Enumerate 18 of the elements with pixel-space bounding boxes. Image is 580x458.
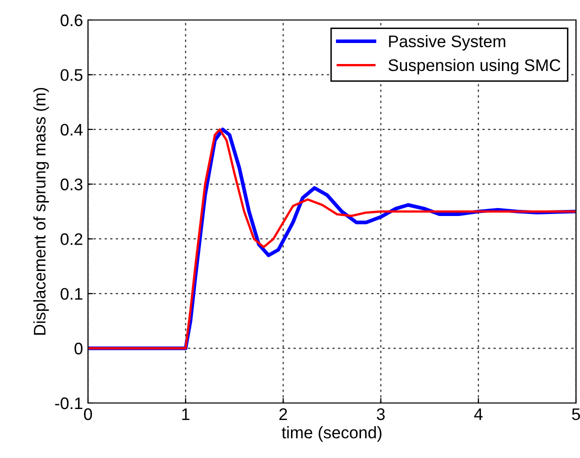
x-tick-label: 5: [572, 408, 580, 420]
x-axis-title: time (second): [282, 426, 382, 442]
y-tick-label: 0.5: [60, 69, 82, 81]
x-tick-label: 2: [279, 408, 287, 420]
x-tick-label: 0: [84, 408, 92, 420]
y-tick-label: 0.1: [60, 288, 82, 300]
y-axis-title: Displacement of sprung mass (m): [33, 88, 49, 335]
y-tick-label: 0.2: [60, 233, 82, 246]
x-tick-label: 3: [376, 408, 385, 420]
x-tick-label: 1: [182, 408, 190, 420]
y-tick-label: 0.6: [60, 14, 82, 26]
legend-label: Passive System: [389, 35, 506, 51]
legend-label: Suspension using SMC: [388, 58, 560, 74]
y-tick-label: 0: [74, 342, 82, 354]
y-tick-label: 0.4: [60, 124, 83, 136]
x-tick-label: 4: [474, 408, 483, 420]
y-tick-label: 0.3: [60, 178, 82, 190]
y-tick-label: -0.1: [55, 397, 82, 410]
